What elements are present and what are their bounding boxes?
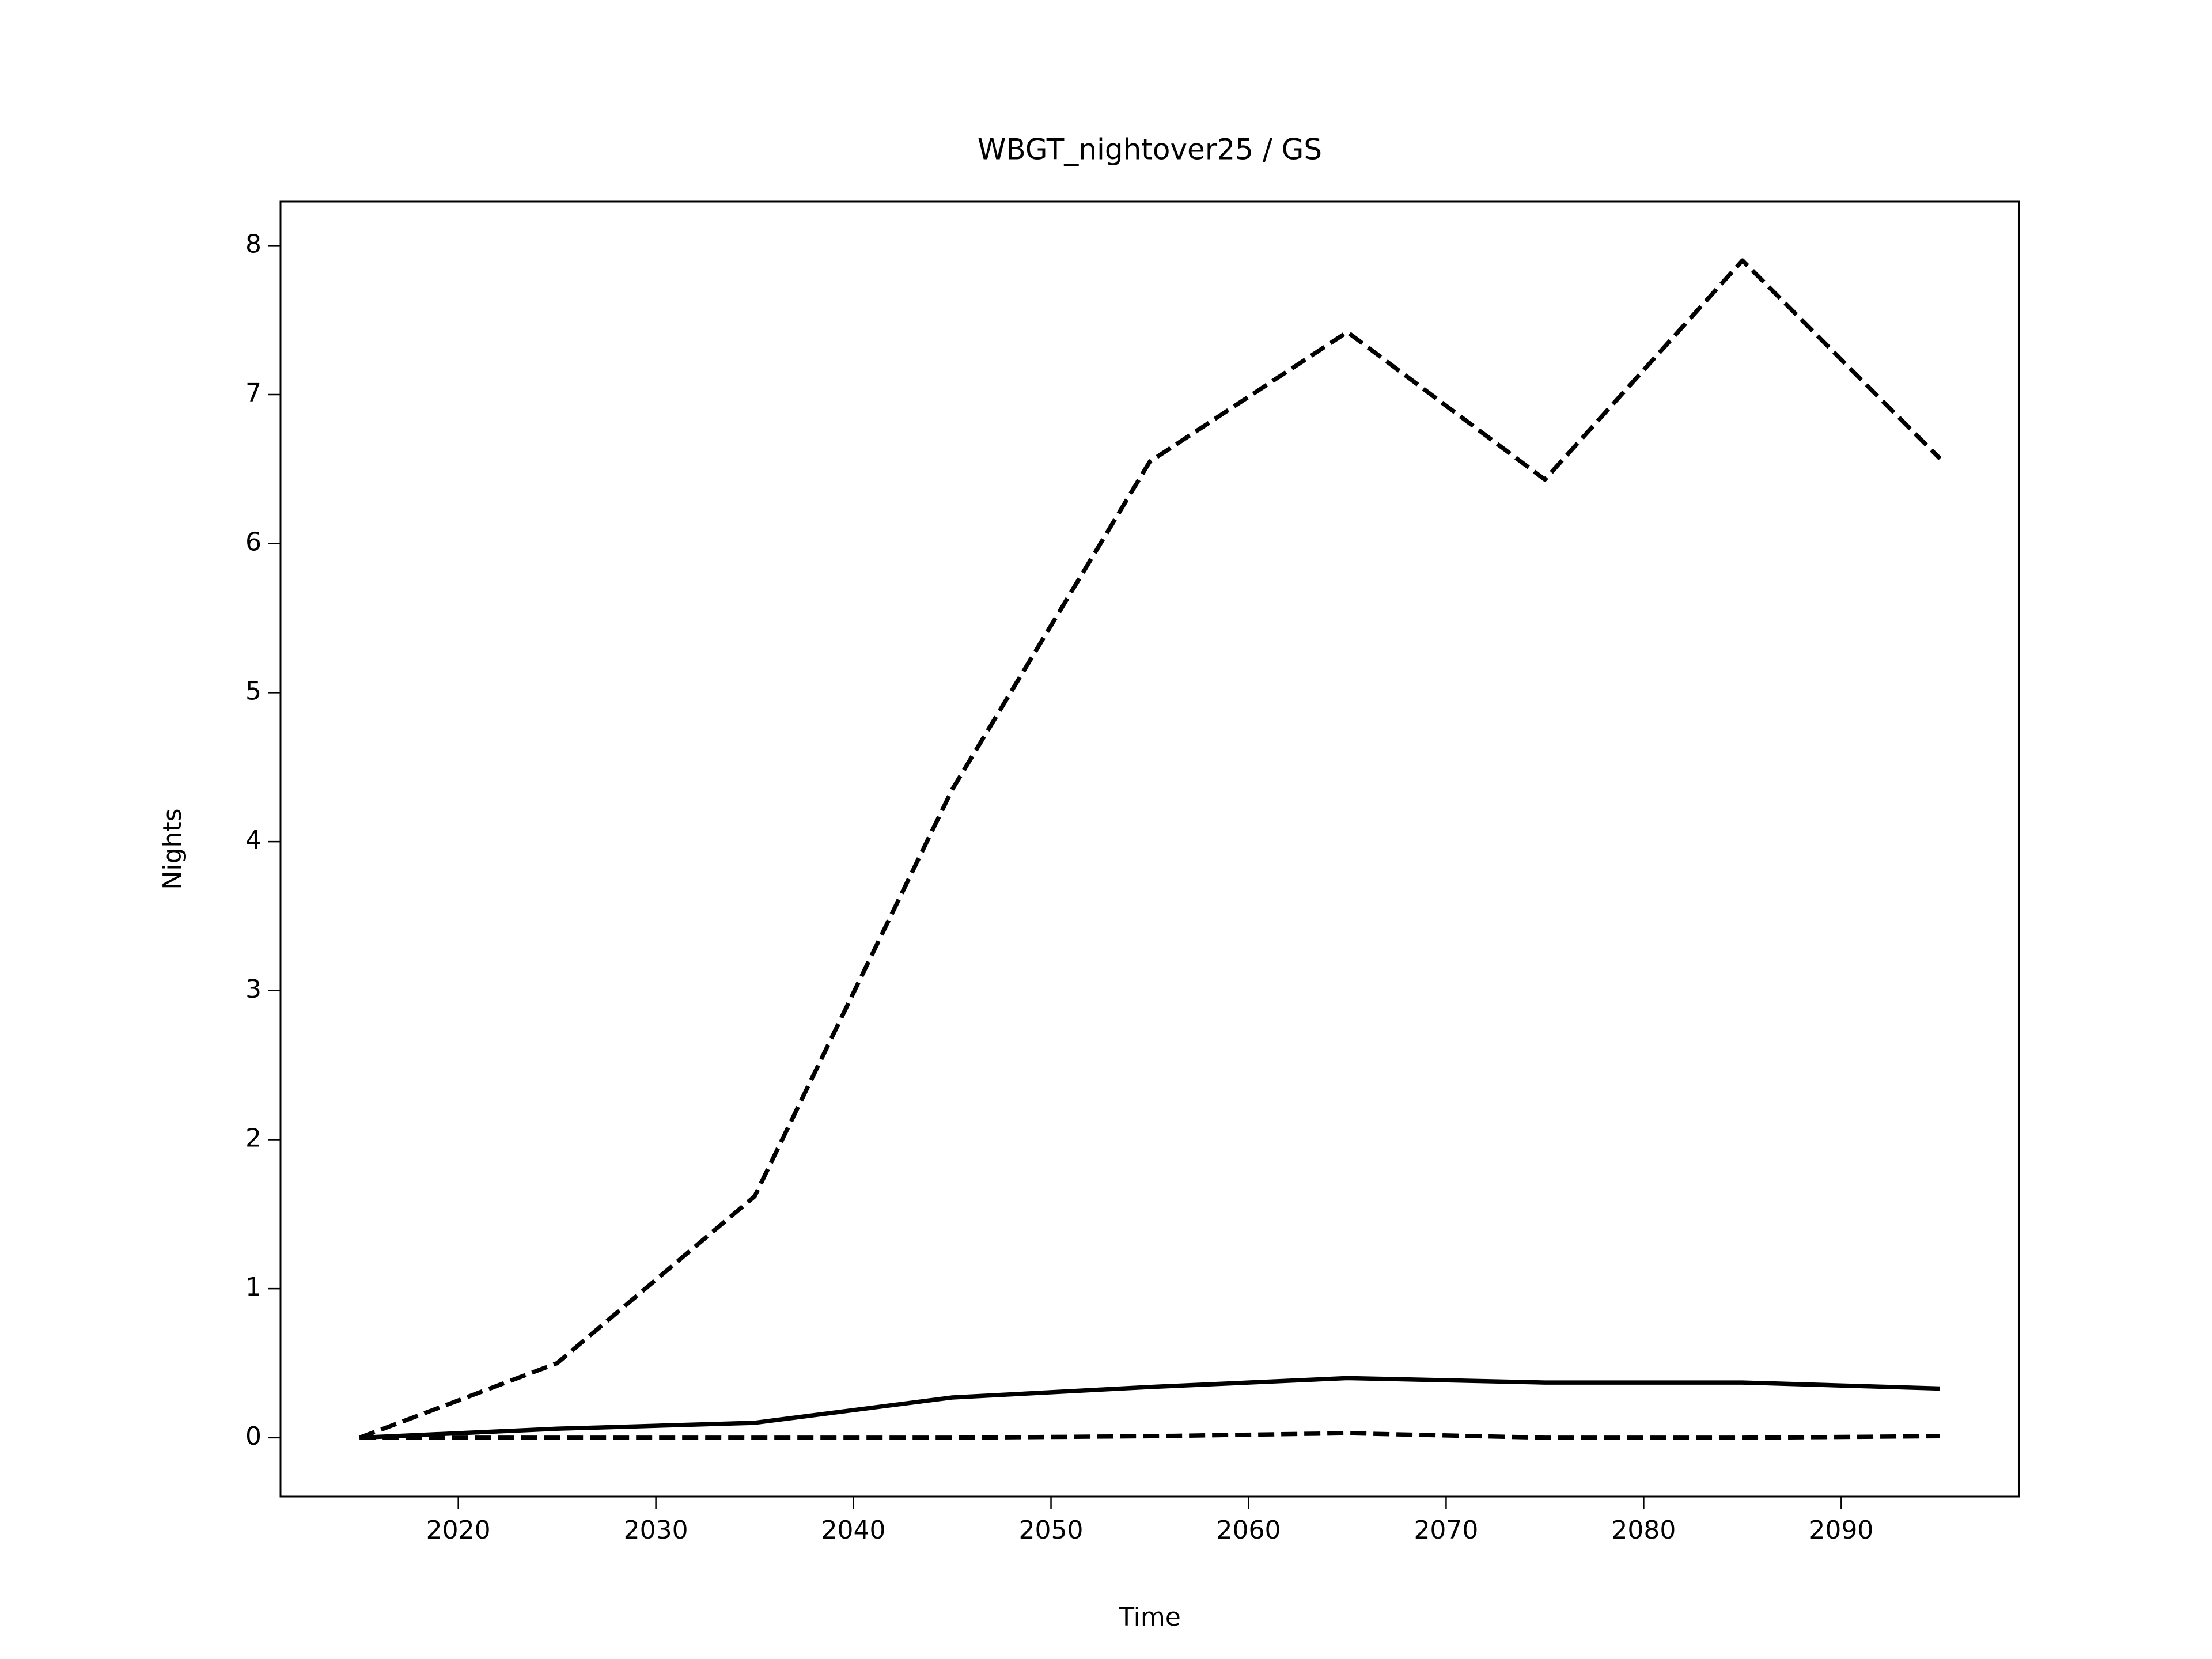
y-tick-label: 2 — [245, 1123, 262, 1153]
y-tick-label: 7 — [245, 378, 262, 408]
x-tick-label: 2050 — [1019, 1516, 1084, 1545]
y-tick-label: 1 — [245, 1272, 262, 1302]
y-tick-label: 6 — [245, 528, 262, 557]
x-tick-label: 2020 — [426, 1516, 491, 1545]
x-tick-label: 2030 — [624, 1516, 688, 1545]
data-line — [359, 1431, 1940, 1440]
y-axis-label: Nights — [158, 808, 187, 889]
plot-frame — [279, 200, 2020, 1498]
x-axis-label: Time — [1118, 1603, 1181, 1632]
x-tick-label: 2070 — [1414, 1516, 1478, 1545]
y-tick-label: 3 — [245, 975, 262, 1004]
x-tick-label: 2090 — [1809, 1516, 1873, 1545]
data-line — [359, 1376, 1940, 1440]
y-tick-label: 0 — [245, 1422, 262, 1451]
x-tick-label: 2040 — [821, 1516, 886, 1545]
y-tick-label: 4 — [245, 825, 262, 855]
x-tick-label: 2060 — [1216, 1516, 1281, 1545]
y-tick-label: 5 — [245, 676, 262, 706]
data-line — [358, 258, 1942, 1440]
y-tick-label: 8 — [245, 229, 262, 259]
x-tick-label: 2080 — [1611, 1516, 1676, 1545]
chart-title: WBGT_nightover25 / GS — [978, 133, 1322, 166]
